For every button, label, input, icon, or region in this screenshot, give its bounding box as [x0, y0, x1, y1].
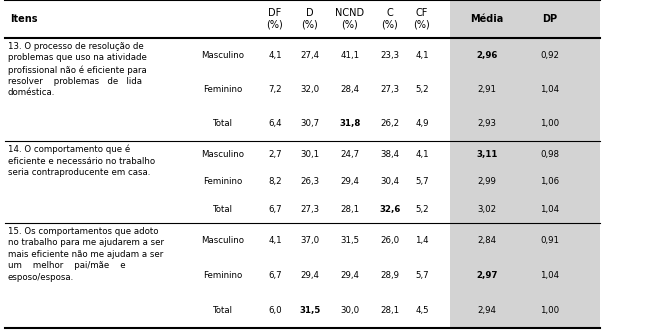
- Text: 1,04: 1,04: [541, 271, 559, 280]
- Text: 4,1: 4,1: [268, 51, 282, 60]
- Text: 4,9: 4,9: [415, 119, 429, 128]
- Text: 15. Os comportamentos que adoto
no trabalho para me ajudarem a ser
mais eficient: 15. Os comportamentos que adoto no traba…: [8, 227, 164, 282]
- Text: 1,00: 1,00: [541, 119, 559, 128]
- Text: Feminino: Feminino: [203, 271, 242, 280]
- Text: 8,2: 8,2: [268, 177, 282, 186]
- Text: 0,92: 0,92: [541, 51, 559, 60]
- Text: 28,4: 28,4: [340, 85, 360, 94]
- Text: 29,4: 29,4: [301, 271, 320, 280]
- Text: Total: Total: [212, 306, 232, 315]
- Text: 31,5: 31,5: [299, 306, 321, 315]
- Text: Feminino: Feminino: [203, 85, 242, 94]
- Text: 30,7: 30,7: [300, 119, 320, 128]
- Text: Masculino: Masculino: [201, 236, 244, 245]
- Text: 1,04: 1,04: [541, 85, 559, 94]
- Text: DF
(%): DF (%): [267, 8, 283, 30]
- Text: 26,2: 26,2: [381, 119, 399, 128]
- Text: 4,1: 4,1: [268, 236, 282, 245]
- Text: D
(%): D (%): [302, 8, 318, 30]
- Text: 38,4: 38,4: [381, 150, 399, 159]
- Text: 6,7: 6,7: [268, 205, 282, 214]
- Text: 24,7: 24,7: [340, 150, 360, 159]
- Text: 1,4: 1,4: [415, 236, 429, 245]
- Text: 7,2: 7,2: [268, 85, 282, 94]
- Text: 26,3: 26,3: [300, 177, 320, 186]
- Text: C
(%): C (%): [382, 8, 399, 30]
- Text: 4,1: 4,1: [415, 51, 429, 60]
- Text: 28,1: 28,1: [381, 306, 399, 315]
- Bar: [450, 0, 600, 38]
- Text: 4,5: 4,5: [415, 306, 429, 315]
- Text: 30,1: 30,1: [300, 150, 320, 159]
- Text: 30,0: 30,0: [340, 306, 360, 315]
- Text: 23,3: 23,3: [381, 51, 399, 60]
- Text: 28,1: 28,1: [340, 205, 360, 214]
- Text: 37,0: 37,0: [300, 236, 320, 245]
- Text: 28,9: 28,9: [381, 271, 399, 280]
- Text: 26,0: 26,0: [381, 236, 399, 245]
- Text: Média: Média: [470, 14, 504, 24]
- Text: 6,4: 6,4: [268, 119, 282, 128]
- Text: 3,02: 3,02: [478, 205, 496, 214]
- Bar: [450, 223, 600, 328]
- Text: 1,00: 1,00: [541, 306, 559, 315]
- Text: 1,06: 1,06: [541, 177, 559, 186]
- Text: 5,7: 5,7: [415, 177, 429, 186]
- Text: Masculino: Masculino: [201, 150, 244, 159]
- Bar: [450, 141, 600, 223]
- Text: 5,2: 5,2: [415, 205, 429, 214]
- Text: 30,4: 30,4: [381, 177, 399, 186]
- Text: 32,6: 32,6: [379, 205, 401, 214]
- Text: 32,0: 32,0: [300, 85, 320, 94]
- Text: 3,11: 3,11: [476, 150, 498, 159]
- Text: 27,3: 27,3: [300, 205, 320, 214]
- Text: Masculino: Masculino: [201, 51, 244, 60]
- Text: 2,84: 2,84: [478, 236, 496, 245]
- Text: Total: Total: [212, 205, 232, 214]
- Text: NCND
(%): NCND (%): [336, 8, 364, 30]
- Text: 31,5: 31,5: [340, 236, 360, 245]
- Text: 5,7: 5,7: [415, 271, 429, 280]
- Text: 6,0: 6,0: [268, 306, 282, 315]
- Text: 27,3: 27,3: [381, 85, 399, 94]
- Text: Feminino: Feminino: [203, 177, 242, 186]
- Text: 6,7: 6,7: [268, 271, 282, 280]
- Text: 2,91: 2,91: [478, 85, 496, 94]
- Text: 41,1: 41,1: [340, 51, 360, 60]
- Text: 2,99: 2,99: [478, 177, 496, 186]
- Text: 14. O comportamento que é
eficiente e necessário no trabalho
seria contraproduce: 14. O comportamento que é eficiente e ne…: [8, 145, 155, 177]
- Text: Itens: Itens: [10, 14, 38, 24]
- Text: CF
(%): CF (%): [413, 8, 430, 30]
- Text: DP: DP: [543, 14, 557, 24]
- Text: 31,8: 31,8: [339, 119, 360, 128]
- Text: 0,98: 0,98: [541, 150, 559, 159]
- Text: 5,2: 5,2: [415, 85, 429, 94]
- Text: 2,7: 2,7: [268, 150, 282, 159]
- Text: 29,4: 29,4: [340, 177, 360, 186]
- Text: 2,93: 2,93: [478, 119, 496, 128]
- Text: 27,4: 27,4: [300, 51, 320, 60]
- Text: Total: Total: [212, 119, 232, 128]
- Text: 1,04: 1,04: [541, 205, 559, 214]
- Text: 2,97: 2,97: [476, 271, 498, 280]
- Text: 4,1: 4,1: [415, 150, 429, 159]
- Text: 13. O processo de resolução de
problemas que uso na atividade
profissional não é: 13. O processo de resolução de problemas…: [8, 42, 147, 97]
- Text: 0,91: 0,91: [541, 236, 559, 245]
- Text: 29,4: 29,4: [340, 271, 360, 280]
- Text: 2,94: 2,94: [478, 306, 496, 315]
- Text: 2,96: 2,96: [476, 51, 498, 60]
- Bar: [450, 38, 600, 141]
